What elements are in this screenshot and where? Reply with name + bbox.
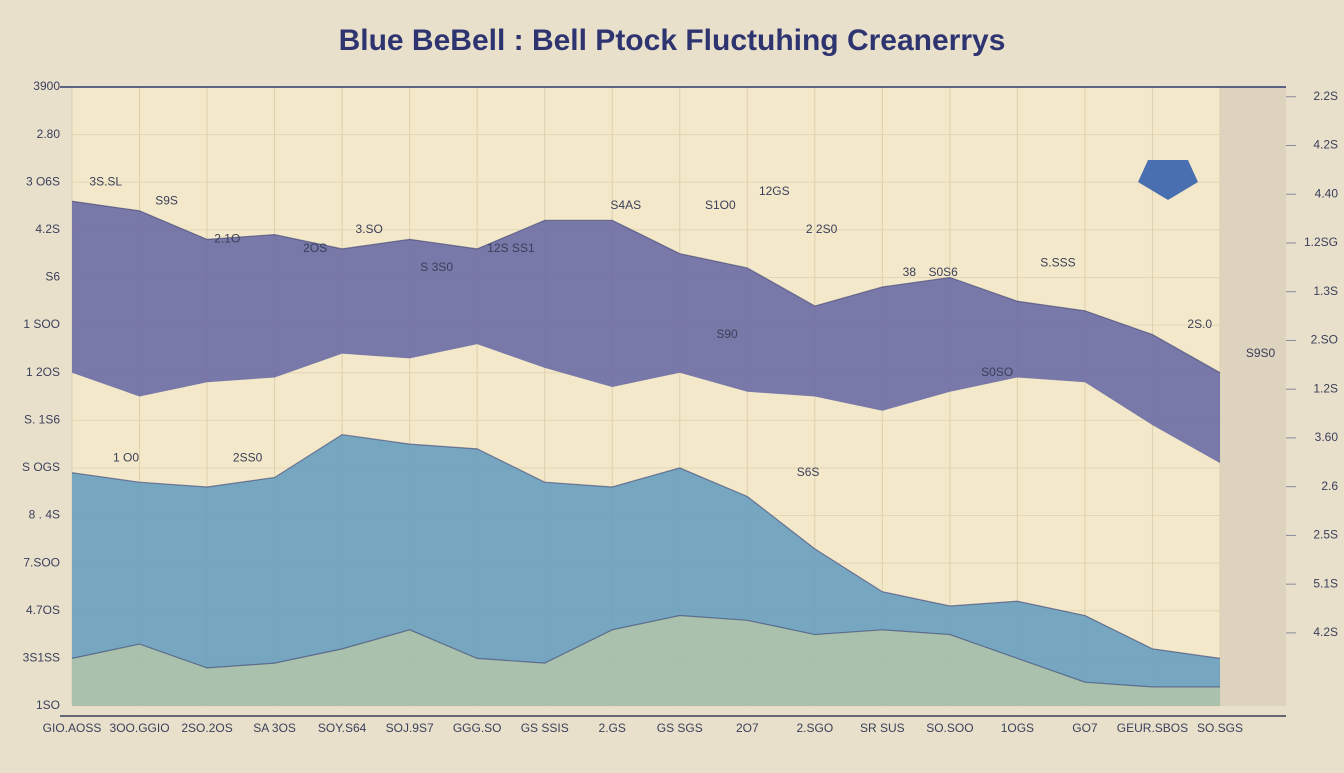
y2-tick-label: 5.1S (1313, 576, 1338, 590)
area-line (71, 614, 1220, 688)
y-tick-label: S. 1S6 (24, 412, 60, 426)
x-tick-label: SOY.S64 (318, 721, 367, 735)
y-tick-label: 7.SOO (23, 555, 60, 569)
annotation: 2SS0 (233, 451, 263, 465)
y2-tick-label: 2.5S (1313, 528, 1338, 542)
arrow-icon (1138, 160, 1198, 200)
x-tick-label: SA 3OS (253, 721, 296, 735)
y-tick-label: 4.2S (35, 222, 60, 236)
y-tick-label: 1SO (36, 698, 60, 712)
y-tick-label: 3 O6S (26, 174, 60, 188)
x-tick-label: SR SUS (860, 721, 905, 735)
y2-tick-label: 1.3S (1313, 284, 1338, 298)
x-tick-label: GS SSIS (521, 721, 569, 735)
x-tick-label: 1OGS (1001, 721, 1034, 735)
annotation: S6S (797, 465, 820, 479)
x-tick-label: GO7 (1072, 721, 1098, 735)
chart-title: Blue BeBell : Bell Ptock Fluctuhing Crea… (339, 24, 1006, 57)
x-tick-label: 2.SGO (796, 721, 833, 735)
annotation: 3S.SL (89, 174, 122, 188)
x-tick-label: GEUR.SBOS (1117, 721, 1188, 735)
y-tick-label: 4.7OS (26, 603, 60, 617)
area-line (71, 200, 1221, 374)
annotation: 12S SS1 (487, 241, 535, 255)
annotation: S0S6 (928, 265, 958, 279)
annotation: S4AS (610, 198, 641, 212)
annotation: 3.SO (355, 222, 382, 236)
annotation: 1 O0 (113, 451, 139, 465)
y-tick-label: 2.80 (37, 127, 61, 141)
y-tick-label: 1 SOO (23, 317, 60, 331)
x-tick-label: 3OO.GGIO (110, 721, 170, 735)
annotation: S0SO (981, 365, 1013, 379)
x-tick-label: SOJ.9S7 (386, 721, 434, 735)
y-tick-label: 3S1SS (23, 651, 60, 665)
annotation: 2S.0 (1187, 317, 1212, 331)
annotation: 2.1O (214, 232, 240, 246)
y2-tick-label: 2.6 (1321, 479, 1338, 493)
annotation: S90 (716, 327, 738, 341)
y2-tick-label: 2.2S (1313, 89, 1338, 103)
y-tick-label: S6 (45, 270, 60, 284)
annotation: 38 (903, 265, 917, 279)
x-tick-label: SO.SGS (1197, 721, 1243, 735)
area (72, 615, 1220, 706)
y-tick-label: 1 2OS (26, 365, 60, 379)
y-tick-label: 8 . 4S (29, 508, 60, 522)
x-tick-label: 2O7 (736, 721, 759, 735)
labels: 3900 2.80 3 O6S 4.2S S6 1 SOO 1 2OS S. 1S6 S OGS… (22, 79, 1338, 735)
annotation: S.SSS (1040, 255, 1075, 269)
annotation: S1O0 (705, 198, 736, 212)
right-strip (1220, 87, 1286, 706)
annotation: 2OS (303, 241, 327, 255)
marks (71, 200, 1221, 706)
y-tick-label: S OGS (22, 460, 60, 474)
x-tick-label: SO.SOO (926, 721, 973, 735)
area (72, 201, 1220, 464)
annotation: 2 2S0 (806, 222, 838, 236)
area-line (71, 433, 1221, 659)
annotation: S9S0 (1246, 346, 1276, 360)
y-tick-label: 3900 (33, 79, 60, 93)
y2-tick-label: 4.2S (1313, 625, 1338, 639)
y2-tick-label: 1.2SG (1304, 235, 1338, 249)
annotation: 12GS (759, 184, 790, 198)
y2-tick-label: 4.2S (1313, 138, 1338, 152)
y2-tick-label: 4.40 (1315, 186, 1339, 200)
x-tick-label: GIO.AOSS (43, 721, 102, 735)
y2-tick-label: 2.SO (1311, 333, 1338, 347)
annotation: S 3S0 (420, 260, 453, 274)
x-tick-label: 2SO.2OS (181, 721, 232, 735)
y2-tick-label: 3.60 (1315, 430, 1339, 444)
x-tick-label: 2.GS (599, 721, 626, 735)
annotation: S9S (155, 193, 178, 207)
y2-tick-label: 1.2S (1313, 381, 1338, 395)
x-tick-label: GS SGS (657, 721, 703, 735)
x-tick-label: GGG.SO (453, 721, 502, 735)
